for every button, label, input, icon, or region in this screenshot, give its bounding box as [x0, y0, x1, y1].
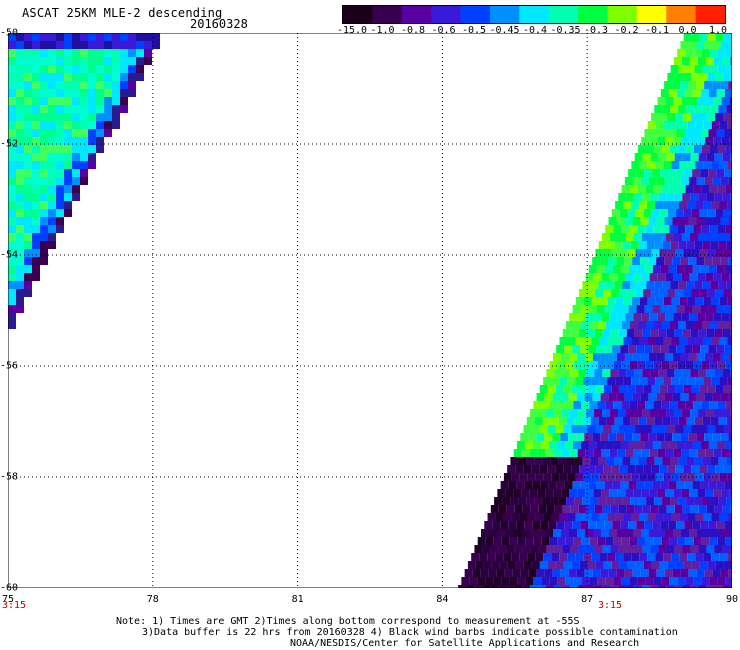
colorbar-tick-label: -0.2: [614, 25, 639, 36]
colorbar-segment: [578, 6, 608, 23]
colorbar-segment: [401, 6, 432, 23]
colorbar-segment: [666, 6, 697, 23]
colorbar-tick-label: -0.45: [489, 25, 520, 36]
colorbar-segment: [372, 6, 403, 23]
time-label-left: 3:15: [2, 600, 27, 611]
colorbar-gradient: [343, 6, 726, 23]
lat-tick-label: -54: [0, 249, 19, 261]
colorbar-segment: [548, 6, 579, 23]
colorbar: [342, 5, 726, 24]
lon-tick-label: 75: [1, 594, 15, 605]
note-line-1: Note: 1) Times are GMT 2)Times along bot…: [116, 616, 580, 627]
colorbar-tick-label: -0.8: [400, 25, 426, 36]
product-date: 20160328: [190, 17, 248, 31]
lon-tick-label: 78: [146, 594, 159, 605]
colorbar-tick-label: -1.0: [370, 25, 395, 36]
time-label-right: 3:15: [598, 600, 623, 611]
lat-tick-label: -52: [0, 138, 19, 150]
lon-tick-label: 87: [581, 594, 594, 605]
map-plot-area: [8, 33, 732, 588]
lon-tick-label: 84: [436, 594, 449, 605]
colorbar-segment: [431, 6, 462, 23]
note-line-3: NOAA/NESDIS/Center for Satellite Applica…: [290, 638, 640, 649]
gridlines: [8, 33, 732, 588]
colorbar-tick-label: -0.5: [461, 25, 487, 36]
note-line-2: 3)Data buffer is 22 hrs from 20160328 4)…: [142, 627, 678, 638]
lat-tick-label: -56: [0, 360, 19, 372]
colorbar-segment: [607, 6, 638, 23]
colorbar-tick-label: -0.35: [550, 25, 581, 36]
colorbar-tick-label: -0.1: [644, 25, 670, 36]
product-title: ASCAT 25KM MLE-2 descending: [22, 6, 223, 20]
colorbar-segment: [636, 6, 667, 23]
lon-tick-label: 90: [725, 594, 739, 605]
colorbar-segment: [343, 6, 373, 23]
colorbar-tick-label: -0.6: [431, 25, 456, 36]
lat-tick-label: -60: [0, 582, 19, 594]
lat-tick-label: -58: [0, 471, 19, 483]
lon-tick-label: 81: [291, 594, 304, 605]
colorbar-segment: [519, 6, 550, 23]
colorbar-tick-label: 1.0: [708, 25, 728, 36]
colorbar-segment: [489, 6, 520, 23]
colorbar-segment: [695, 6, 726, 23]
swath-right: [458, 33, 732, 588]
colorbar-tick-label: -0.4: [522, 25, 548, 36]
colorbar-tick-label: 0.0: [678, 25, 697, 36]
colorbar-tick-label: -15.0: [336, 25, 368, 36]
colorbar-tick-label: -0.3: [583, 25, 609, 36]
swath-left: [8, 33, 160, 329]
colorbar-segment: [460, 6, 491, 23]
lat-tick-label: -50: [0, 27, 19, 39]
